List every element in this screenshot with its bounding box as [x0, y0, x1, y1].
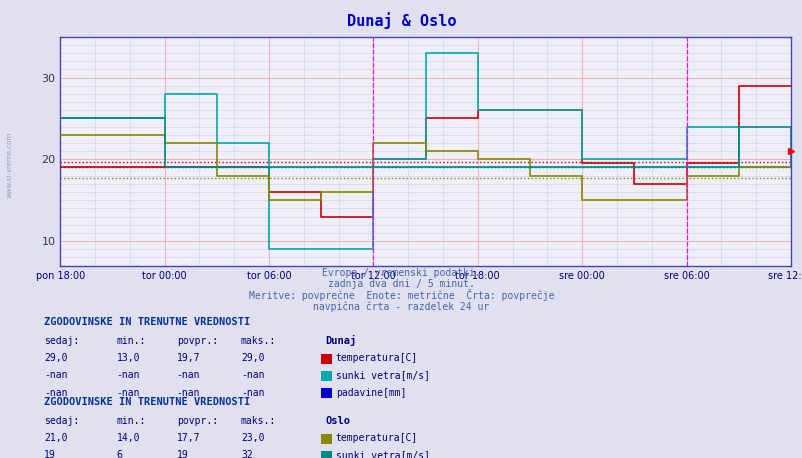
Text: zadnja dva dni / 5 minut.: zadnja dva dni / 5 minut. — [328, 279, 474, 289]
Text: 19: 19 — [44, 451, 56, 458]
Text: sunki vetra[m/s]: sunki vetra[m/s] — [335, 451, 429, 458]
Text: temperatura[C]: temperatura[C] — [335, 353, 417, 363]
Text: povpr.:: povpr.: — [176, 416, 217, 425]
Text: povpr.:: povpr.: — [176, 336, 217, 345]
Text: 21,0: 21,0 — [44, 433, 67, 443]
Text: Meritve: povprečne  Enote: metrične  Črta: povprečje: Meritve: povprečne Enote: metrične Črta:… — [249, 289, 553, 301]
Text: -nan: -nan — [116, 371, 140, 380]
Text: maks.:: maks.: — [241, 336, 276, 345]
Text: 14,0: 14,0 — [116, 433, 140, 443]
Text: ZGODOVINSKE IN TRENUTNE VREDNOSTI: ZGODOVINSKE IN TRENUTNE VREDNOSTI — [44, 398, 250, 407]
Text: navpična črta - razdelek 24 ur: navpična črta - razdelek 24 ur — [313, 302, 489, 312]
Text: 19,7: 19,7 — [176, 353, 200, 363]
Text: -nan: -nan — [176, 388, 200, 398]
Text: ZGODOVINSKE IN TRENUTNE VREDNOSTI: ZGODOVINSKE IN TRENUTNE VREDNOSTI — [44, 317, 250, 327]
Text: 6: 6 — [116, 451, 122, 458]
Text: -nan: -nan — [44, 371, 67, 380]
Text: -nan: -nan — [241, 371, 264, 380]
Text: 23,0: 23,0 — [241, 433, 264, 443]
Text: Evropa / vremenski podatki.: Evropa / vremenski podatki. — [322, 267, 480, 278]
Text: sedaj:: sedaj: — [44, 336, 79, 345]
Text: Dunaj & Oslo: Dunaj & Oslo — [346, 12, 456, 29]
Text: padavine[mm]: padavine[mm] — [335, 388, 406, 398]
Text: sedaj:: sedaj: — [44, 416, 79, 425]
Text: Dunaj: Dunaj — [325, 334, 356, 345]
Text: maks.:: maks.: — [241, 416, 276, 425]
Text: temperatura[C]: temperatura[C] — [335, 433, 417, 443]
Text: sunki vetra[m/s]: sunki vetra[m/s] — [335, 371, 429, 380]
Text: -nan: -nan — [241, 388, 264, 398]
Text: -nan: -nan — [44, 388, 67, 398]
Text: Oslo: Oslo — [325, 416, 350, 425]
Text: 29,0: 29,0 — [44, 353, 67, 363]
Text: www.si-vreme.com: www.si-vreme.com — [6, 132, 13, 198]
Text: 17,7: 17,7 — [176, 433, 200, 443]
Text: 29,0: 29,0 — [241, 353, 264, 363]
Text: 19: 19 — [176, 451, 188, 458]
Text: -nan: -nan — [116, 388, 140, 398]
Text: 32: 32 — [241, 451, 253, 458]
Text: min.:: min.: — [116, 336, 146, 345]
Text: min.:: min.: — [116, 416, 146, 425]
Text: 13,0: 13,0 — [116, 353, 140, 363]
Text: -nan: -nan — [176, 371, 200, 380]
